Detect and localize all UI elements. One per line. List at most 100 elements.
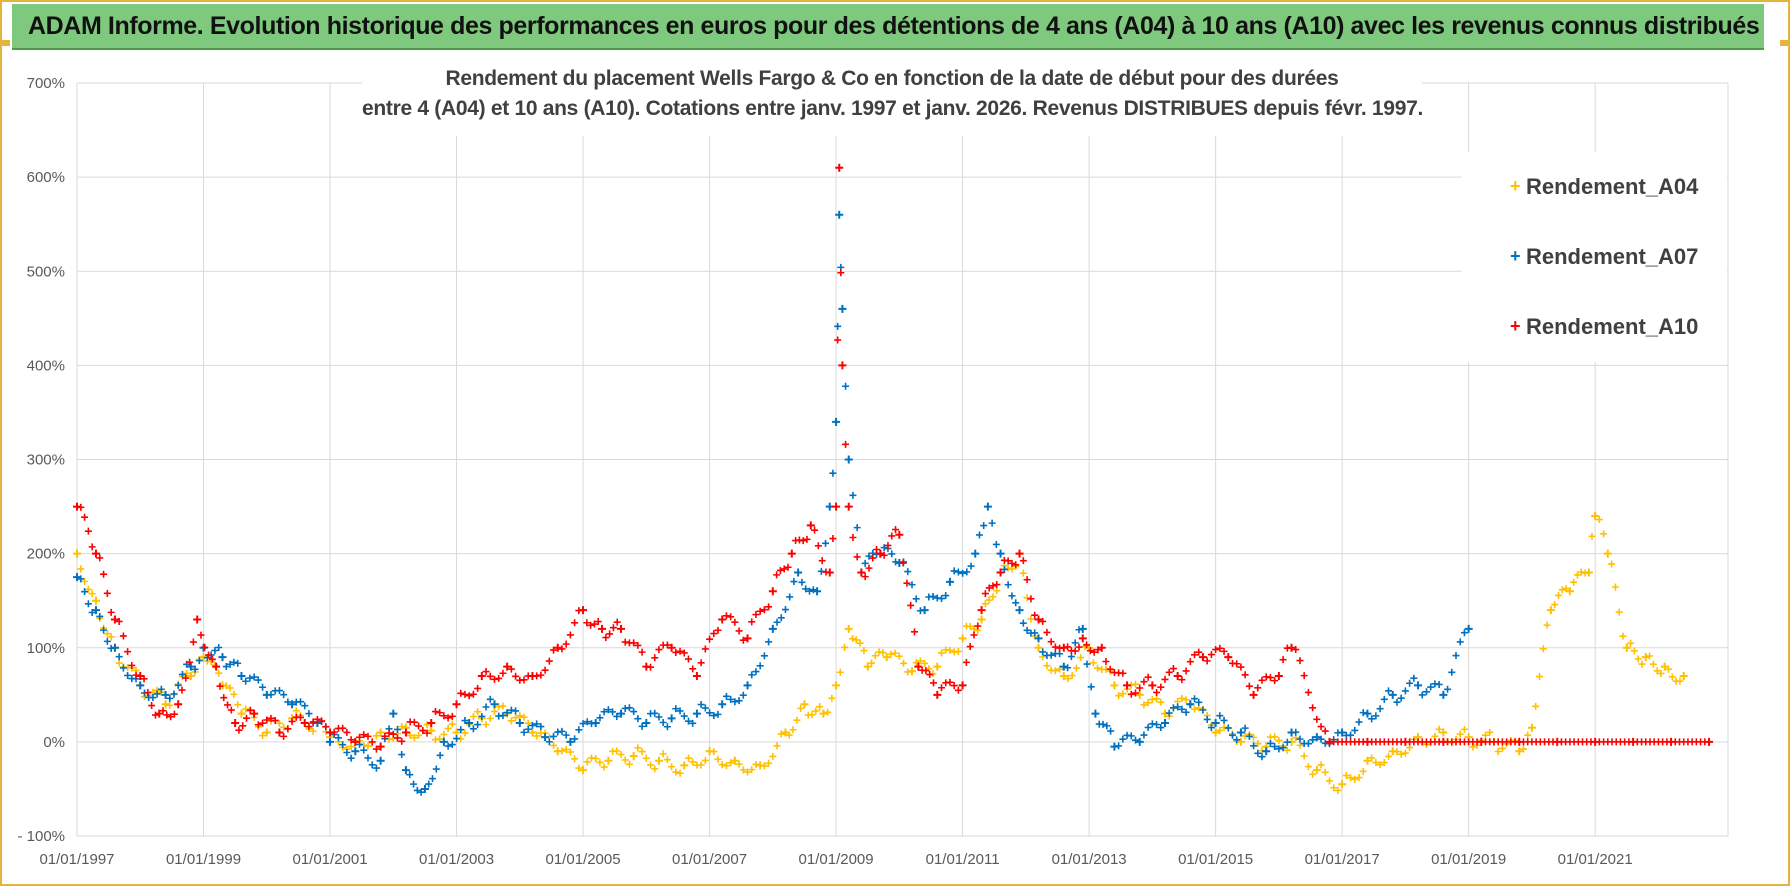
data-point [110,643,119,652]
interp-point [280,732,288,740]
interp-point [954,568,962,576]
interp-point [834,336,842,344]
interp-point [1132,689,1139,697]
interp-point [415,722,423,730]
interp-point [748,671,756,679]
interp-point [613,618,621,626]
interp-point [1317,735,1325,743]
y-tick-label: 500% [27,263,65,280]
x-tick-label: 01/01/2005 [546,851,621,868]
interp-point [735,760,743,768]
data-point [193,615,202,624]
interp-point [1444,685,1452,693]
interp-point [818,557,826,565]
y-tick-label: 300% [27,452,65,469]
data-point [895,530,904,539]
interp-point [1630,647,1638,655]
interp-point [630,639,638,647]
data-point [654,756,663,765]
interp-point [239,722,247,730]
interp-point [558,727,566,735]
interp-point [339,741,347,749]
data-point [237,671,246,680]
interp-point [718,761,726,769]
interp-point [765,638,773,646]
data-point [692,671,701,680]
interp-point [550,741,558,749]
interp-point [684,717,692,725]
data-point [155,709,164,718]
chart-title-line-2: entre 4 (A04) et 10 ans (A10). Cotations… [362,97,1423,120]
interp-point [1207,651,1215,659]
data-point [427,719,436,728]
interp-point [425,780,433,788]
interp-point [545,738,553,746]
interp-point [478,712,486,720]
interp-point [824,708,832,716]
interp-point [360,731,368,739]
data-point [800,700,809,709]
interp-point [1072,664,1080,672]
interp-point [903,579,911,587]
interp-point [752,668,760,676]
interp-point [182,674,190,682]
interp-point [701,645,709,653]
interp-point [469,725,477,733]
interp-point [1325,777,1333,785]
interp-point [967,562,975,570]
interp-point [1064,643,1072,651]
interp-point [381,732,389,740]
interp-point [211,647,219,655]
interp-point [1456,730,1464,738]
interp-point [474,708,482,716]
interp-point [115,653,123,661]
y-tick-label: 0% [43,734,65,751]
data-point [617,709,626,718]
x-tick-label: 01/01/2013 [1052,851,1127,868]
interp-point [115,659,123,667]
interp-point [448,720,456,728]
interp-point [1004,564,1012,572]
interp-point [701,704,709,712]
data-point [1211,728,1220,737]
interp-point [938,684,946,692]
interp-point [469,690,477,698]
interp-point [689,665,697,673]
interp-point [884,541,892,549]
interp-point [647,663,655,671]
interp-point [1494,747,1502,755]
interp-point [436,709,444,717]
data-point [553,643,562,652]
data-point [186,662,195,671]
interp-point [1304,740,1312,748]
interp-point [528,721,536,729]
data-point [1660,662,1669,671]
interp-point [587,621,595,629]
data-point [1414,681,1423,690]
interp-point [849,534,857,542]
interp-point [1153,695,1161,703]
interp-point [706,709,714,717]
interp-point [760,762,768,770]
interp-point [1031,629,1039,637]
data-point [743,681,752,690]
interp-point [259,683,267,691]
interp-point [672,768,680,776]
interp-point [959,569,967,577]
interp-point [482,703,490,711]
interp-point [288,717,296,725]
x-tick-label: 01/01/2021 [1558,851,1633,868]
interp-point [938,595,946,603]
interp-point [798,578,806,586]
interp-point [625,704,633,712]
data-point [1439,690,1448,699]
interp-point [579,720,587,728]
interp-point [865,552,873,560]
interp-point [594,618,602,626]
y-tick-label: 600% [27,169,65,186]
interp-point [735,697,743,705]
interp-point [1422,688,1430,696]
interp-point [672,648,680,656]
interp-point [865,564,873,572]
interp-point [163,711,171,719]
